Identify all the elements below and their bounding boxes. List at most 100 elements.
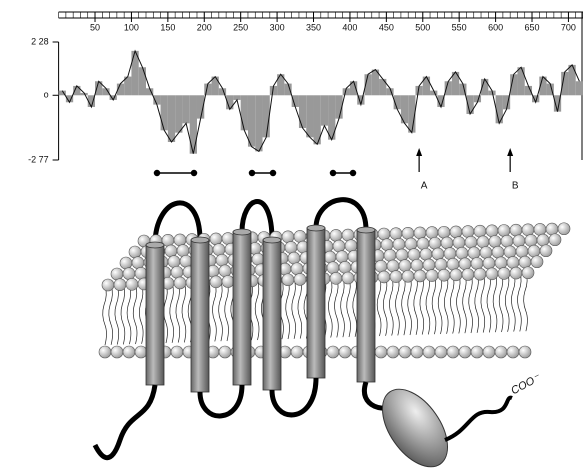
- lipid-head: [416, 237, 430, 250]
- lipid-head: [428, 236, 442, 250]
- hydropathy-fill: [87, 95, 96, 107]
- lipid-head: [128, 245, 142, 259]
- lipid-head: [179, 254, 193, 268]
- annotation-label: A: [421, 181, 428, 192]
- lipid-head: [545, 222, 559, 236]
- lipid-tail: [114, 284, 120, 345]
- hydropathy-fill: [73, 85, 81, 96]
- lipid-tail: [291, 278, 296, 339]
- helix-top: [232, 228, 252, 236]
- helix-top: [306, 224, 326, 232]
- lipid-head: [422, 258, 436, 272]
- loop: [269, 377, 319, 418]
- lipid-head: [458, 345, 472, 359]
- lipid-head: [527, 244, 541, 258]
- hydropathy-fill: [539, 76, 547, 96]
- lipid-head: [458, 257, 472, 271]
- lipid-head: [455, 246, 469, 260]
- lipid-head: [284, 241, 298, 254]
- hydropathy-fill: [298, 95, 307, 128]
- loop: [197, 384, 245, 419]
- x-tick-label: 100: [124, 22, 139, 32]
- helix: [145, 244, 165, 386]
- lipid-head: [218, 345, 232, 359]
- x-tick-label: 450: [379, 22, 394, 32]
- lipid-head: [494, 345, 508, 359]
- lipid-head: [398, 259, 412, 272]
- hydropathy-fill: [226, 95, 234, 110]
- lipid-head: [119, 256, 133, 270]
- hydropathy-fill: [575, 81, 583, 96]
- lipid-head: [326, 345, 340, 359]
- lipid-head: [446, 257, 460, 271]
- hydropathy-fill: [393, 95, 401, 110]
- hydropathy-fill: [58, 90, 66, 96]
- lipid-head: [509, 266, 523, 280]
- lipid-head: [485, 224, 499, 238]
- hydropathy-fill: [109, 95, 117, 100]
- lipid-head: [515, 245, 529, 258]
- hydropathy-fill: [357, 95, 365, 105]
- helix: [190, 239, 210, 393]
- lipid-head: [476, 235, 490, 249]
- lipid-tail: [431, 274, 437, 335]
- hydropathy-fill: [561, 71, 569, 96]
- lipid-head: [170, 345, 184, 359]
- lipid-head: [446, 345, 460, 359]
- hydropathy-line: [61, 49, 580, 154]
- hydropathy-fill: [189, 95, 197, 154]
- x-tick-label: 400: [342, 22, 357, 32]
- lipid-tail: [346, 276, 351, 338]
- lipid-head: [341, 271, 355, 285]
- lipid-head: [377, 270, 391, 284]
- lipid-tail: [120, 284, 126, 345]
- lipid-head: [440, 236, 454, 250]
- lipid-head: [122, 345, 136, 359]
- hydropathy-fill: [116, 83, 125, 96]
- hydropathy-fill: [546, 83, 554, 96]
- lipid-head: [512, 234, 526, 248]
- lipid-tail: [132, 283, 138, 345]
- lipid-head: [473, 224, 487, 238]
- hydropathy-fill: [153, 95, 161, 105]
- lipid-head: [335, 250, 349, 264]
- lipid-head: [425, 226, 439, 239]
- hydropathy-fill: [284, 83, 292, 96]
- lipid-head: [110, 345, 124, 359]
- lipid-head: [536, 233, 550, 247]
- arrow-head: [416, 148, 423, 156]
- lipid-head: [281, 230, 295, 244]
- lipid-tail: [376, 275, 382, 337]
- lipid-tail: [395, 275, 400, 336]
- lipid-head: [395, 248, 409, 262]
- c-terminus-label: COO⁻: [509, 372, 543, 398]
- lipid-head: [122, 267, 136, 280]
- lipid-head: [470, 345, 484, 359]
- lipid-tail: [352, 276, 357, 337]
- y-tick-label: -2 77: [28, 154, 49, 164]
- hydropathy-fill: [240, 95, 248, 131]
- lipid-head: [410, 258, 424, 272]
- lipid-head: [482, 345, 496, 359]
- lipid-tail: [297, 278, 303, 339]
- hydropathy-fill: [218, 88, 227, 96]
- hydropathy-fill: [269, 85, 278, 96]
- lipid-head: [413, 226, 427, 240]
- lipid-tail: [523, 271, 528, 332]
- lipid-head: [215, 253, 229, 267]
- lipid-tail: [450, 273, 455, 334]
- lipid-head: [407, 248, 421, 261]
- lipid-head: [470, 257, 484, 270]
- lipid-head: [329, 229, 343, 242]
- lipid-tail: [224, 280, 229, 342]
- lipid-head: [392, 238, 406, 251]
- lipid-head: [467, 246, 481, 260]
- hydropathy-fill: [524, 85, 533, 96]
- lipid-head: [422, 345, 436, 359]
- n-terminus: [92, 384, 158, 460]
- lipid-head: [437, 268, 451, 282]
- lipid-head: [461, 268, 475, 281]
- lipid-tail: [407, 274, 412, 336]
- lipid-head: [221, 275, 235, 288]
- lipid-tail: [468, 272, 473, 334]
